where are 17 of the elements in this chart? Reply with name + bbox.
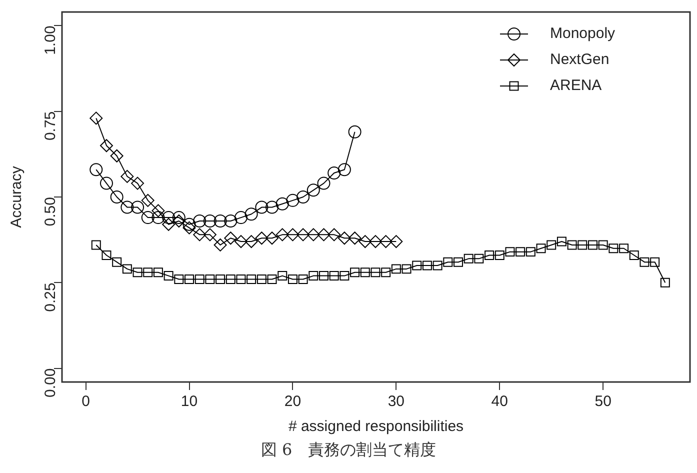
y-tick-label: 0.00: [42, 368, 60, 398]
x-tick-label: 10: [180, 393, 198, 410]
x-axis-title: # assigned responsibilities: [288, 418, 464, 436]
x-tick-label: 50: [594, 393, 612, 410]
caption: 図 6 責務の割当て精度: [260, 440, 438, 461]
legend-label: Monopoly: [550, 25, 616, 42]
x-tick-label: 40: [491, 393, 508, 410]
x-tick-label: 0: [82, 393, 90, 410]
x-tick-label: 20: [284, 393, 302, 410]
y-tick-label: 0.75: [42, 111, 60, 141]
y-tick-label: 0.25: [42, 282, 60, 312]
x-tick-label: 30: [388, 393, 405, 410]
y-tick-label: 1.00: [42, 26, 60, 55]
y-axis-title: Accuracy: [8, 166, 26, 228]
y-tick-label: 0.50: [42, 197, 60, 226]
legend-label: ARENA: [550, 77, 602, 94]
legend-label: NextGen: [550, 51, 610, 68]
